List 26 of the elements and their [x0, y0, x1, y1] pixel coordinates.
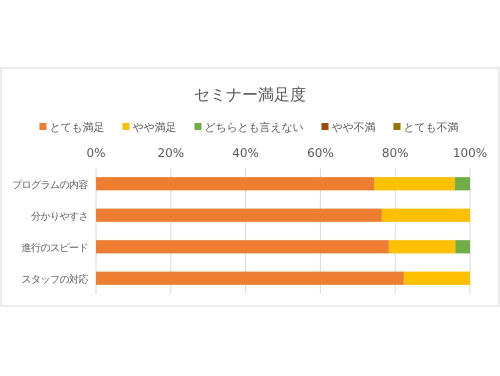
y-tick-label: 分かりやすさ	[31, 210, 88, 222]
bar	[96, 177, 374, 190]
bar	[96, 240, 389, 254]
legend-label: とても満足	[50, 121, 104, 134]
legend-label: やや満足	[132, 121, 176, 134]
y-tick-label: スタッフの対応	[22, 273, 88, 286]
bar	[382, 208, 470, 222]
chart-title: セミナー満足度	[194, 85, 306, 104]
y-tick-label: プログラムの内容	[12, 178, 88, 191]
legend-label: とても不満	[404, 121, 458, 134]
bar	[455, 240, 470, 254]
x-tick-label: 100%	[452, 146, 488, 160]
x-tick-label: 0%	[86, 146, 106, 160]
bar	[374, 177, 456, 190]
bar	[96, 272, 404, 285]
x-tick-label: 60%	[307, 146, 334, 160]
bar	[455, 177, 470, 190]
legend-label: どちらとも言えない	[204, 121, 304, 134]
x-tick-label: 20%	[157, 146, 184, 160]
x-tick-label: 40%	[232, 146, 259, 160]
bar	[388, 240, 456, 254]
bar	[96, 208, 382, 222]
legend-label: やや不満	[332, 121, 376, 134]
y-tick-label: 進行のスピード	[22, 242, 88, 254]
bar	[404, 272, 470, 285]
x-tick-label: 80%	[382, 146, 409, 160]
